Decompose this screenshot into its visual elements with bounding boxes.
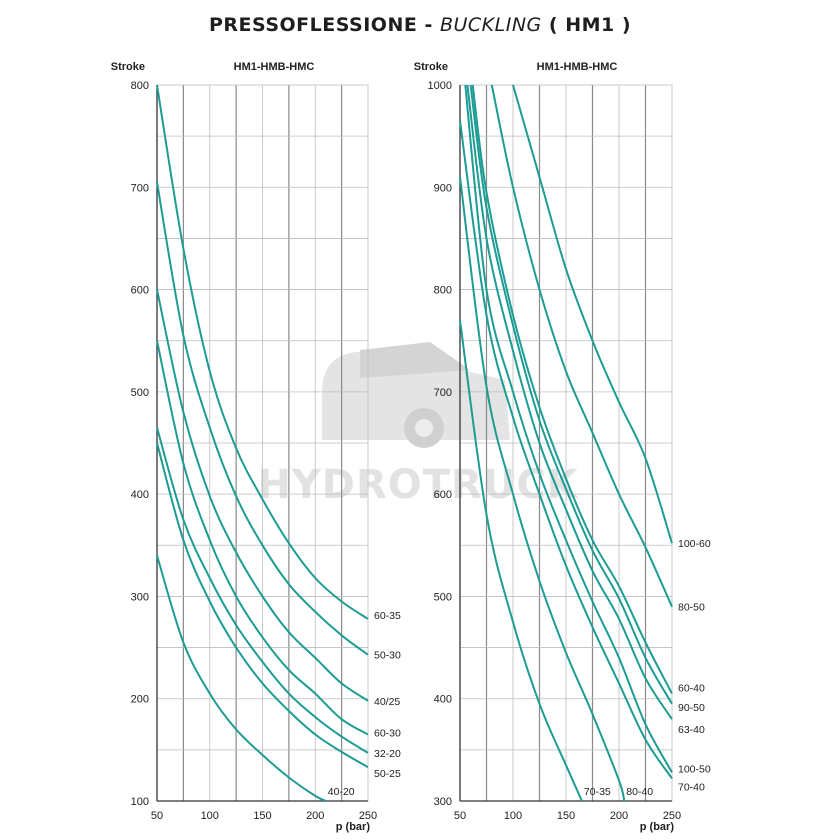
series-group: 60-35 50-30 40/25 60-30 32-20 50-25 40-20 [156, 84, 401, 802]
y-tick-label: 400 [434, 694, 452, 706]
series-line-70-40 [459, 120, 673, 780]
series-line-100-60 [512, 84, 673, 544]
x-axis-label: p (bar) [640, 821, 675, 833]
truck-hub [415, 419, 433, 437]
watermark: HYDROTRUCK [257, 342, 579, 508]
x-tick-label: 200 [610, 810, 628, 822]
y-tick-label: 200 [131, 694, 149, 706]
series-label: 32-20 [374, 748, 401, 760]
y-tick-label: 700 [131, 182, 149, 194]
x-tick-label: 100 [504, 810, 522, 822]
x-tick-label: 150 [557, 810, 575, 822]
series-line-50-25 [156, 442, 369, 769]
chart-title: PRESSOFLESSIONE - BUCKLING ( HM1 ) [0, 14, 840, 36]
y-tick-label: 800 [434, 285, 452, 297]
title-main: PRESSOFLESSIONE - [208, 14, 433, 36]
truck-cab [360, 342, 470, 378]
y-tick-label: 300 [434, 796, 452, 808]
y-tick-label: 1000 [428, 80, 452, 92]
series-line-40-20 [156, 555, 327, 802]
series-line-50-30 [156, 182, 369, 656]
series-line-60-35 [156, 84, 369, 620]
x-tick-label: 150 [253, 810, 271, 822]
y-tick-label: 100 [131, 796, 149, 808]
y-tick-label: 800 [131, 80, 149, 92]
y-axis-label: Stroke [414, 61, 448, 73]
series-label: 40-20 [328, 786, 355, 798]
series-label: 100-50 [678, 763, 711, 775]
y-tick-label: 300 [131, 591, 149, 603]
truck-icon [322, 342, 510, 448]
series-group: 100-60 80-50 60-40 90-50 63-40 100-50 70-40 80-… [459, 84, 711, 802]
series-line-32-20 [156, 427, 369, 754]
series-label: 90-50 [678, 702, 705, 714]
chart-header: HM1-HMB-HMC [537, 61, 618, 73]
series-label: 60-35 [374, 610, 401, 622]
series-line-80-40 [459, 176, 626, 802]
series-line-90-50 [469, 84, 673, 705]
series-label: 100-60 [678, 538, 711, 550]
y-tick-label: 400 [131, 489, 149, 501]
chart-panel-2: 300 400 500 600 700 800 900 1000 50 100 150 200 250 S… [414, 61, 711, 833]
y-tick-label: 900 [434, 182, 452, 194]
series-label: 40/25 [374, 696, 400, 708]
series-line-60-30 [156, 340, 369, 736]
series-label: 70-40 [678, 782, 705, 794]
series-line-40/25 [156, 289, 369, 702]
y-tick-label: 700 [434, 387, 452, 399]
x-tick-label: 250 [663, 810, 681, 822]
watermark-text: HYDROTRUCK [257, 462, 579, 508]
series-line-60-40 [471, 84, 673, 695]
series-label: 50-25 [374, 768, 401, 780]
series-label: 60-30 [374, 728, 401, 740]
y-tick-label: 600 [131, 285, 149, 297]
x-tick-label: 50 [454, 810, 466, 822]
y-tick-label: 600 [434, 489, 452, 501]
series-line-100-50 [464, 84, 673, 773]
series-label: 50-30 [374, 650, 401, 662]
x-tick-label: 250 [359, 810, 377, 822]
series-line-63-40 [466, 84, 673, 720]
series-line-80-50 [490, 84, 673, 608]
series-line-70-35 [459, 320, 583, 802]
chart-header: HM1-HMB-HMC [234, 61, 315, 73]
x-tick-label: 50 [151, 810, 163, 822]
title-suffix: ( HM1 ) [548, 14, 632, 36]
series-label: 60-40 [678, 683, 705, 695]
x-tick-label: 100 [201, 810, 219, 822]
title-italic: BUCKLING [439, 14, 542, 36]
grid [157, 85, 368, 801]
series-label: 80-40 [626, 786, 653, 798]
y-axis-label: Stroke [111, 61, 145, 73]
x-tick-label: 200 [306, 810, 324, 822]
series-label: 63-40 [678, 724, 705, 736]
grid [460, 85, 672, 801]
x-axis-label: p (bar) [336, 821, 371, 833]
series-label: 80-50 [678, 602, 705, 614]
series-label: 70-35 [584, 786, 611, 798]
y-tick-label: 500 [131, 387, 149, 399]
y-tick-label: 500 [434, 591, 452, 603]
